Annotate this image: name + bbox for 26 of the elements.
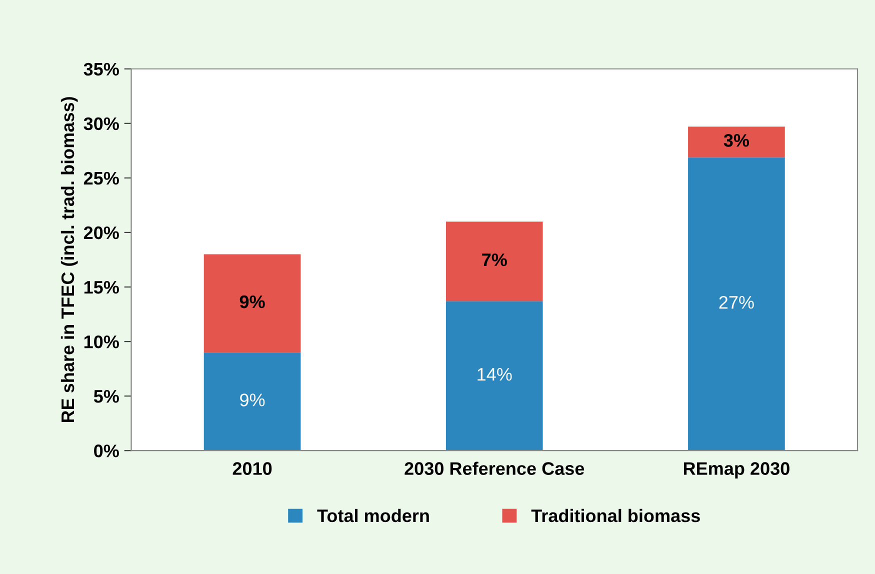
data-label: 9% bbox=[240, 394, 265, 406]
bar bbox=[446, 301, 543, 451]
bar bbox=[204, 352, 301, 451]
y-tick-label: 35% bbox=[84, 62, 119, 76]
y-tick-label: 10% bbox=[84, 335, 119, 348]
data-label: 3% bbox=[724, 134, 750, 147]
x-tick-label: REmap 2030 bbox=[684, 462, 790, 479]
data-label: 9% bbox=[240, 295, 265, 308]
y-axis-title: RE share in TFEC (incl. trad. biomass) bbox=[60, 97, 78, 422]
x-tick-label: 2030 Reference Case bbox=[404, 462, 584, 475]
y-tick-label: 5% bbox=[94, 390, 119, 403]
bar bbox=[688, 126, 785, 158]
legend-label: Total modern bbox=[317, 508, 429, 522]
data-label: 14% bbox=[478, 368, 512, 381]
bar bbox=[446, 222, 543, 302]
y-tick-label: 20% bbox=[84, 226, 119, 240]
x-tick-label: 2010 bbox=[232, 462, 272, 475]
legend-label: Traditional biomass bbox=[531, 508, 700, 522]
y-tick-label: 30% bbox=[84, 117, 119, 130]
y-tick-label: 25% bbox=[84, 172, 119, 185]
bar bbox=[688, 157, 785, 451]
data-label: 7% bbox=[482, 253, 507, 266]
data-label: 27% bbox=[719, 296, 754, 309]
y-tick-label: 15% bbox=[84, 280, 119, 294]
y-tick-label: 0% bbox=[94, 444, 119, 458]
bar bbox=[204, 254, 301, 352]
